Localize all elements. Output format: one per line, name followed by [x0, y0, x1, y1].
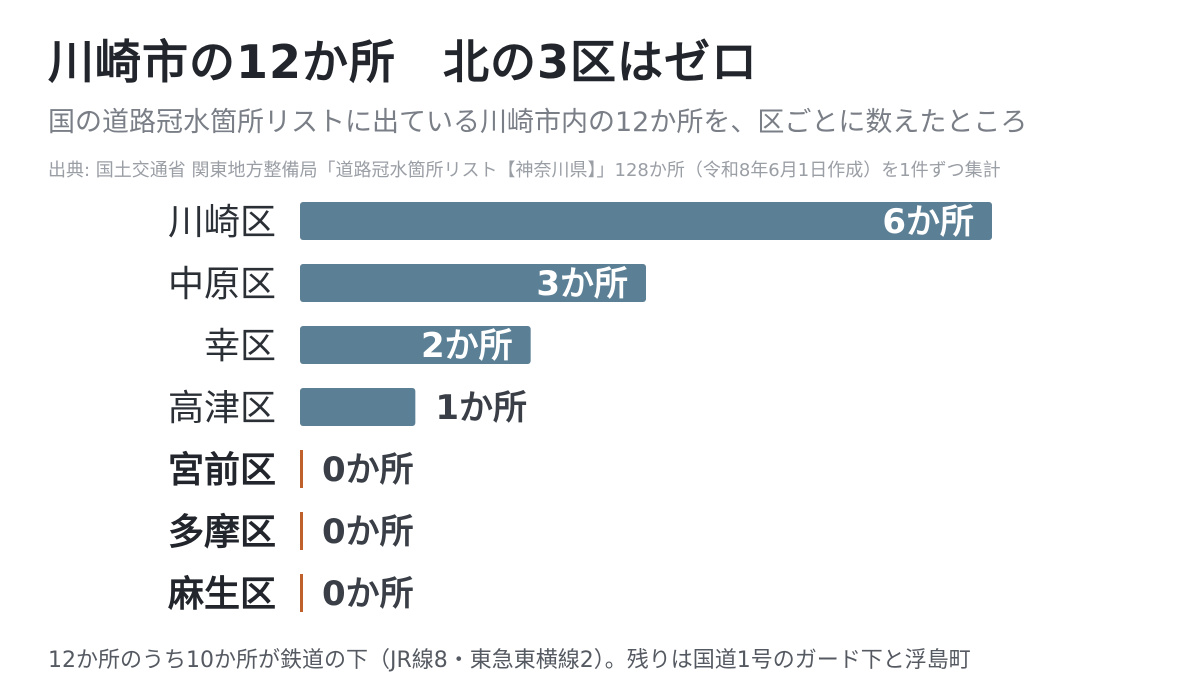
chart-title: 川崎市の12か所 北の3区はゼロ [48, 35, 759, 89]
value-label: 0か所 [322, 450, 414, 490]
chart-subtitle: 国の道路冠水箇所リストに出ている川崎市内の12か所を、区ごとに数えたところ [48, 107, 1028, 138]
bar [300, 388, 416, 426]
zero-marker [300, 512, 303, 550]
zero-marker [300, 450, 303, 488]
category-label: 宮前区 [168, 450, 276, 491]
value-label: 2か所 [421, 326, 513, 366]
category-label: 川崎区 [168, 202, 276, 243]
value-label: 1か所 [435, 388, 527, 428]
chart-source: 出典: 国土交通省 関東地方整備局「道路冠水箇所リスト【神奈川県】」128か所（… [48, 160, 1001, 181]
zero-marker [300, 574, 303, 612]
category-label: 高津区 [168, 388, 276, 429]
value-label: 0か所 [322, 574, 414, 614]
bar [300, 202, 992, 240]
category-label: 麻生区 [168, 574, 276, 615]
bar [300, 326, 531, 364]
value-label: 0か所 [322, 512, 414, 552]
category-label: 中原区 [168, 264, 276, 305]
category-label: 幸区 [204, 326, 276, 367]
value-label: 3か所 [536, 264, 628, 304]
value-label: 6か所 [882, 202, 974, 242]
chart-footnote: 12か所のうち10か所が鉄道の下（JR線8・東急東横線2）。残りは国道1号のガー… [48, 648, 971, 673]
bar [300, 264, 646, 302]
category-label: 多摩区 [168, 512, 276, 553]
